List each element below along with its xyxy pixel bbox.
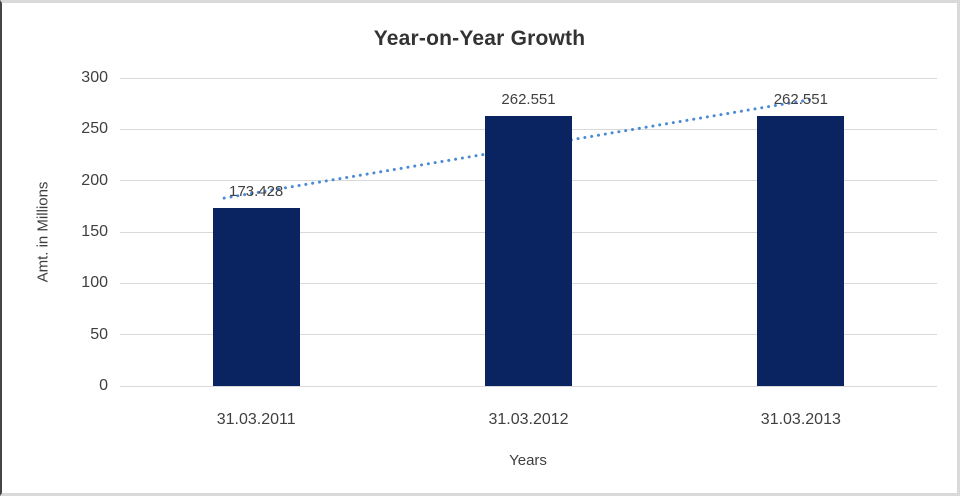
bar-data-label: 262.551	[501, 91, 556, 109]
bar-data-label: 262.551	[773, 91, 828, 109]
y-tick-label: 100	[81, 274, 108, 292]
chart-title: Year-on-Year Growth	[373, 27, 586, 50]
y-tick-label: 200	[81, 171, 108, 189]
y-tick-label: 150	[81, 223, 108, 240]
gridline	[120, 77, 937, 79]
bar-data-label: 173.428	[229, 182, 284, 200]
y-tick-label: 50	[90, 325, 108, 343]
bar-31.03.2012	[485, 116, 572, 386]
x-tick-label: 31.03.2011	[216, 411, 296, 428]
x-axis-title: Years	[509, 452, 547, 469]
plot-area: 173.428 262.551 262.551	[120, 77, 937, 387]
bar-31.03.2013	[757, 116, 845, 386]
x-tick-label: 31.03.2012	[488, 411, 569, 428]
gridline	[120, 385, 937, 387]
y-tick-label: 0	[99, 377, 108, 394]
y-tick-label: 300	[81, 69, 108, 86]
bar-31.03.2011	[212, 207, 300, 386]
x-tick-label: 31.03.2013	[760, 411, 841, 428]
y-tick-label: 250	[81, 120, 108, 138]
